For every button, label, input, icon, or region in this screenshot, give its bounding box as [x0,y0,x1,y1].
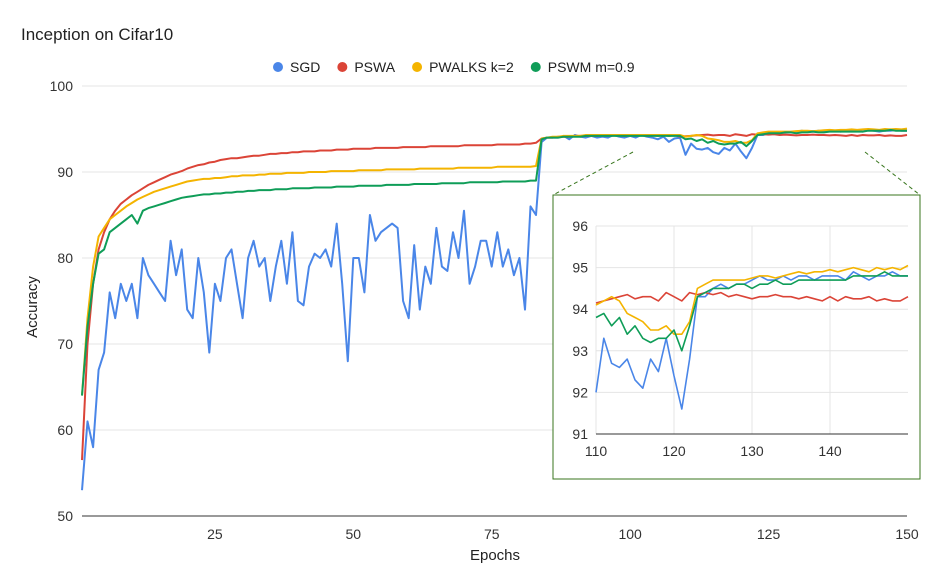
legend-label: PWALKS k=2 [429,59,514,75]
inset-series-line [595,270,908,410]
inset-series-line [595,291,909,304]
x-tick-label: 25 [207,526,223,542]
x-axis-label: Epochs [470,547,520,564]
inset-series-lines [595,264,909,410]
x-tick-label: 150 [895,526,919,542]
legend-marker [412,62,423,72]
inset-y-tick-label: 96 [572,218,588,234]
x-tick-label: 75 [484,526,500,542]
y-tick-label: 60 [57,422,73,438]
legend-marker [337,62,348,72]
y-tick-label: 90 [57,164,73,180]
inset-x-tick-label: 110 [585,443,608,459]
x-tick-label: 125 [757,526,781,542]
chart-title: Inception on Cifar10 [21,25,173,44]
series-line [81,128,907,396]
inset-y-tick-label: 91 [572,426,588,442]
y-tick-label: 50 [57,508,73,524]
inset-series-line [595,264,909,336]
legend-label: SGD [290,59,320,75]
main-series-lines [81,127,908,491]
legend-marker [273,62,283,72]
inset-y-tick-label: 92 [572,384,588,400]
zoom-connector [552,151,634,196]
legend-label: PSWM m=0.9 [548,59,635,75]
legend: SGD PSWA PWALKS k=2 PSWM m=0.9 [273,59,635,75]
x-tick-label: 100 [618,526,642,542]
inset-frame [552,194,921,480]
legend-marker [530,62,541,72]
x-tick-label: 50 [346,526,362,542]
inset-x-tick-label: 130 [740,443,764,459]
y-axis-label: Accuracy [24,276,41,338]
y-tick-label: 100 [50,78,74,94]
legend-label: PSWA [354,59,395,75]
series-line [81,133,908,461]
inset-y-tick-label: 94 [572,301,588,317]
y-tick-label: 80 [57,250,73,266]
main-axes: 50 60 70 80 90 100 25 50 75 100 125 150 [50,78,919,542]
inset-y-tick-label: 95 [572,260,588,276]
y-tick-label: 70 [57,336,73,352]
series-line [81,127,908,396]
inset-y-tick-label: 93 [572,343,588,359]
inset-x-tick-label: 140 [818,443,842,459]
zoom-connector-lines [552,151,921,196]
inset-series-line [595,270,908,352]
inset-axes: 91 92 93 94 95 96 110 120 130 140 [572,218,908,459]
zoom-connector [864,151,921,196]
inset-x-tick-label: 120 [662,443,686,459]
